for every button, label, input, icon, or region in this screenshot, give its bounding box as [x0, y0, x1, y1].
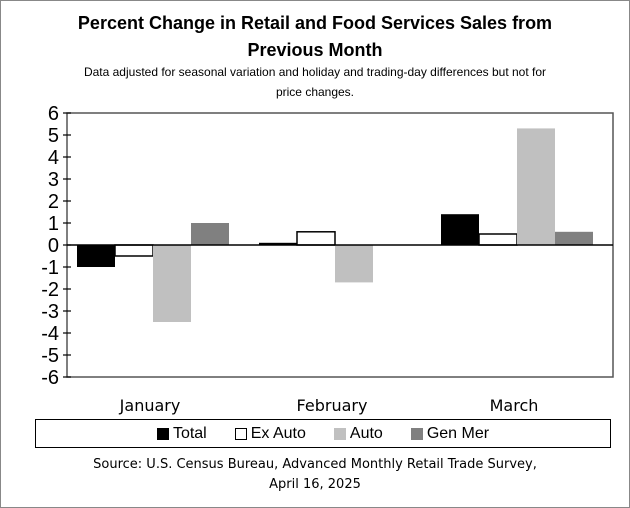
- bar-auto-february: [335, 245, 373, 283]
- chart-subtitle-line1: Data adjusted for seasonal variation and…: [83, 65, 547, 79]
- chart-title-line2: Previous Month: [247, 40, 383, 60]
- bar-gen-mer-march: [555, 231, 593, 245]
- bar-total-february: [259, 242, 297, 245]
- y-tick-label: 4: [48, 147, 59, 169]
- y-tick-label: 0: [48, 235, 59, 257]
- y-tick-label: 3: [48, 169, 59, 191]
- y-tick-label: 1: [48, 213, 59, 235]
- legend-swatch: [333, 427, 346, 440]
- legend-item: Total: [156, 424, 207, 443]
- legend-swatch: [410, 427, 423, 440]
- source-line2: April 16, 2025: [269, 477, 361, 492]
- bar-ex-auto-january: [114, 244, 154, 257]
- bar-auto-march: [517, 128, 555, 245]
- legend-label: Total: [172, 424, 207, 442]
- y-tick-label: 6: [48, 103, 59, 125]
- legend: Total Ex Auto Auto Gen Mer: [35, 419, 611, 448]
- y-tick-label: -2: [41, 279, 59, 301]
- y-tick-label: 5: [48, 125, 59, 147]
- bar-total-january: [77, 245, 115, 267]
- legend-label: Gen Mer: [426, 424, 490, 442]
- bar-gen-mer-january: [191, 223, 229, 245]
- y-tick-label: -5: [41, 345, 59, 367]
- bar-ex-auto-march: [478, 233, 518, 246]
- y-tick-label: -4: [41, 323, 59, 345]
- legend-label: Auto: [349, 424, 383, 442]
- source-line1: Source: U.S. Census Bureau, Advanced Mon…: [93, 457, 537, 472]
- chart-subtitle-line2: price changes.: [275, 85, 355, 99]
- legend-swatch: [234, 427, 247, 440]
- y-tick-label: 2: [48, 191, 59, 213]
- chart-title-line1: Percent Change in Retail and Food Servic…: [77, 13, 553, 33]
- legend-label: Ex Auto: [250, 424, 306, 442]
- x-tick-label: February: [297, 396, 368, 415]
- bar-ex-auto-february: [296, 231, 336, 246]
- y-tick-label: -1: [41, 257, 59, 279]
- y-tick-label: -6: [41, 367, 59, 389]
- legend-item: Auto: [333, 424, 383, 443]
- bar-auto-january: [153, 245, 191, 322]
- x-tick-label: January: [119, 396, 181, 415]
- x-tick-label: March: [490, 396, 539, 415]
- y-tick-label: -3: [41, 301, 59, 323]
- bar-total-march: [441, 214, 479, 245]
- legend-item: Ex Auto: [234, 424, 306, 443]
- legend-item: Gen Mer: [410, 424, 490, 443]
- legend-swatch: [156, 427, 169, 440]
